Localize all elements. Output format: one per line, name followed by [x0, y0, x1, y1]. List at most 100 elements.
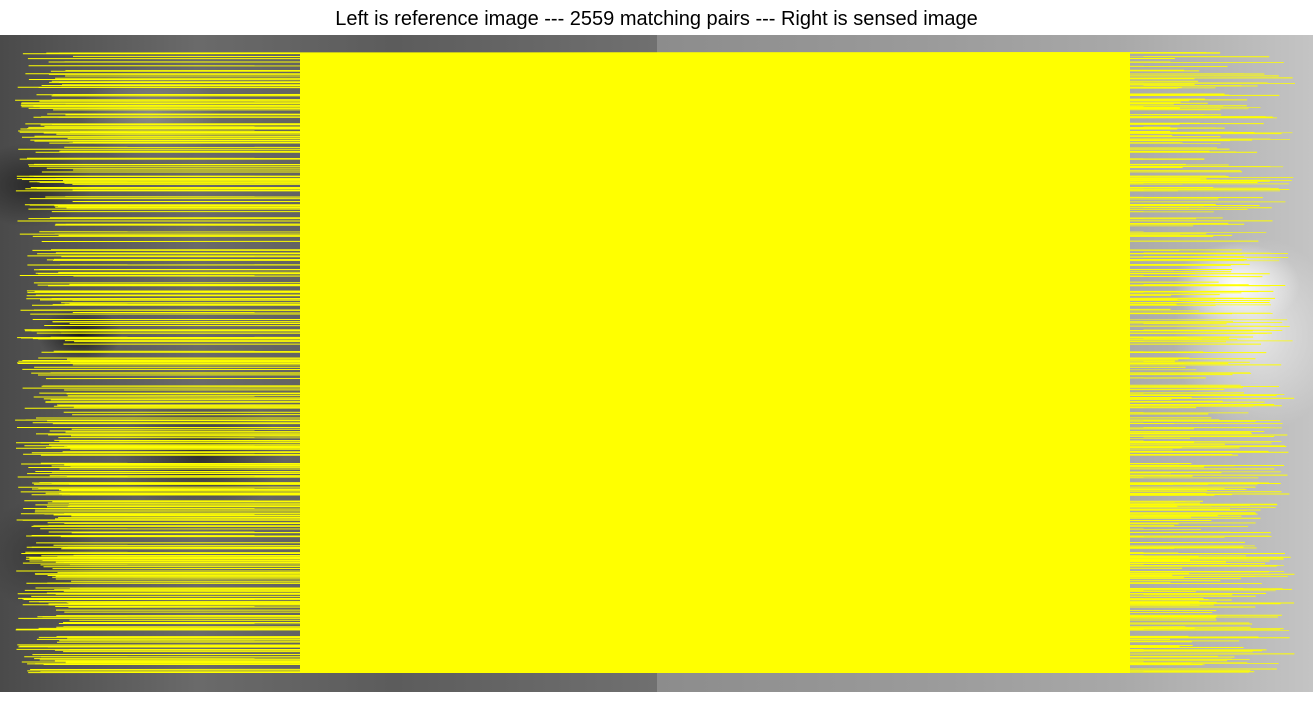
match-line: [64, 146, 1218, 149]
match-line: [58, 271, 1232, 273]
match-line: [40, 123, 1180, 126]
match-line: [35, 294, 1220, 296]
match-line: [21, 463, 1192, 465]
match-line: [46, 167, 1183, 169]
match-line: [30, 313, 1233, 315]
match-line: [48, 443, 1225, 446]
match-line: [17, 644, 1187, 646]
match-line: [28, 65, 1228, 67]
match-line: [49, 474, 1288, 477]
match-line: [53, 544, 1255, 547]
match-line: [48, 531, 1271, 534]
match-line: [42, 384, 1241, 387]
match-line: [38, 87, 1178, 89]
match-line: [27, 472, 1171, 475]
figure-title: Left is reference image --- 2559 matchin…: [335, 8, 978, 30]
match-line: [37, 615, 1217, 618]
match-line: [70, 435, 1275, 437]
match-line: [28, 671, 1250, 674]
match-line: [33, 281, 1219, 284]
match-line: [51, 94, 1280, 97]
match-line: [43, 397, 1295, 400]
match-line: [72, 189, 1281, 192]
match-line: [32, 653, 1295, 656]
match-line: [58, 516, 1191, 519]
match-line: [35, 432, 1252, 435]
match-line: [61, 256, 1289, 258]
match-line: [70, 361, 1250, 363]
match-lines-overlay: [15, 52, 1296, 674]
match-line: [47, 420, 1256, 422]
match-line: [71, 428, 1195, 430]
match-line: [53, 258, 1245, 261]
match-line: [25, 122, 1200, 125]
match-line: [56, 404, 1275, 406]
match-line: [60, 150, 1237, 153]
match-line: [45, 377, 1206, 380]
match-line: [63, 411, 1249, 414]
match-line: [58, 437, 1191, 439]
match-line: [51, 446, 1181, 449]
match-line: [31, 451, 1289, 454]
match-line: [51, 98, 1205, 101]
match-line: [54, 517, 1261, 520]
match-line: [32, 422, 1283, 424]
match-line: [64, 182, 1290, 185]
match-line: [61, 83, 1195, 86]
match-line: [48, 73, 1245, 75]
match-line: [33, 163, 1229, 166]
match-line: [53, 350, 1204, 353]
match-line: [30, 668, 1277, 670]
match-line: [71, 580, 1221, 582]
match-line: [65, 660, 1193, 663]
match-line: [22, 359, 1179, 361]
match-line: [58, 623, 1253, 625]
match-line: [56, 133, 1282, 135]
match-line: [72, 413, 1209, 416]
matching-figure: [0, 35, 1313, 692]
match-line: [28, 78, 1195, 80]
match-line: [52, 321, 1283, 323]
match-line: [67, 137, 1291, 140]
match-line: [31, 535, 1270, 537]
match-line: [34, 658, 1250, 660]
match-line: [73, 482, 1281, 484]
match-line: [47, 113, 1222, 116]
match-line: [26, 290, 1259, 293]
match-line: [72, 312, 1273, 314]
match-line: [25, 188, 1290, 190]
match-line: [28, 466, 1205, 468]
match-line: [45, 196, 1263, 199]
match-line: [54, 224, 1194, 227]
match-line: [57, 571, 1269, 574]
match-line: [40, 441, 1195, 444]
match-line: [29, 557, 1247, 559]
match-line: [21, 101, 1181, 104]
match-line: [44, 325, 1290, 327]
match-line: [73, 275, 1263, 278]
match-line: [54, 439, 1174, 442]
match-line: [20, 104, 1224, 107]
match-line: [24, 329, 1283, 331]
match-line: [70, 448, 1173, 451]
match-line: [50, 398, 1172, 401]
match-line: [27, 178, 1220, 181]
match-line: [61, 547, 1175, 550]
match-line: [33, 396, 1192, 398]
match-line: [51, 471, 1222, 474]
match-line: [43, 565, 1277, 568]
match-line: [73, 406, 1179, 409]
match-line: [68, 505, 1276, 508]
match-line: [55, 574, 1173, 577]
match-line: [66, 601, 1295, 604]
match-line: [24, 445, 1287, 447]
match-line: [53, 405, 1282, 407]
match-line: [20, 309, 1200, 312]
match-line: [26, 157, 1205, 160]
match-line: [60, 264, 1231, 266]
match-line: [55, 593, 1233, 596]
match-line: [50, 628, 1281, 631]
match-line: [36, 541, 1246, 544]
match-line: [64, 303, 1272, 306]
match-line: [41, 559, 1191, 562]
